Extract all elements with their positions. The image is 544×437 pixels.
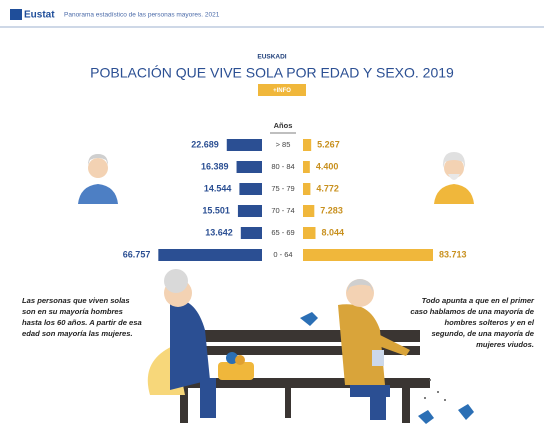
category-label: > 85 <box>276 140 291 149</box>
category-label: 80 - 84 <box>271 162 294 171</box>
value-label: 4.772 <box>316 183 339 193</box>
woman-icon <box>434 152 474 204</box>
bar <box>303 227 316 239</box>
category-label: 65 - 69 <box>271 228 294 237</box>
value-label: 83.713 <box>439 249 467 259</box>
value-label: 4.400 <box>316 161 339 171</box>
bar <box>237 205 262 217</box>
value-label: 15.501 <box>202 205 230 215</box>
bar <box>303 205 315 217</box>
kicker: EUSKADI <box>257 54 286 61</box>
value-label: 13.642 <box>205 227 233 237</box>
info-button[interactable] <box>258 84 306 96</box>
bar <box>239 183 262 195</box>
axis-label: Años <box>274 121 293 130</box>
category-label: 0 - 64 <box>273 250 292 259</box>
brand: Eustat <box>24 10 55 21</box>
info-button-label[interactable]: +INFO <box>273 88 291 94</box>
bar <box>303 183 311 195</box>
bench-illustration <box>147 269 474 424</box>
value-label: 16.389 <box>201 161 229 171</box>
category-label: 70 - 74 <box>271 206 294 215</box>
value-label: 8.044 <box>321 227 344 237</box>
value-label: 66.757 <box>123 249 151 259</box>
header-subtitle: Panorama estadístico de las personas may… <box>64 12 220 19</box>
bar <box>158 249 262 261</box>
bar <box>240 227 262 239</box>
value-label: 14.544 <box>204 183 232 193</box>
bar <box>236 161 262 173</box>
category-label: 75 - 79 <box>271 184 294 193</box>
logo-icon <box>10 9 22 20</box>
bar <box>303 161 310 173</box>
annotation-left: Las personas que viven solas son en su m… <box>22 296 142 338</box>
bar <box>303 139 312 151</box>
bar <box>226 139 262 151</box>
value-label: 5.267 <box>317 139 340 149</box>
value-label: 7.283 <box>320 205 343 215</box>
bar <box>303 249 433 261</box>
annotation-right: Todo apunta a que en el primer caso habl… <box>410 296 534 349</box>
chart-title: POBLACIÓN QUE VIVE SOLA POR EDAD Y SEXO.… <box>90 65 454 81</box>
value-label: 22.689 <box>191 139 219 149</box>
man-icon <box>72 154 124 206</box>
